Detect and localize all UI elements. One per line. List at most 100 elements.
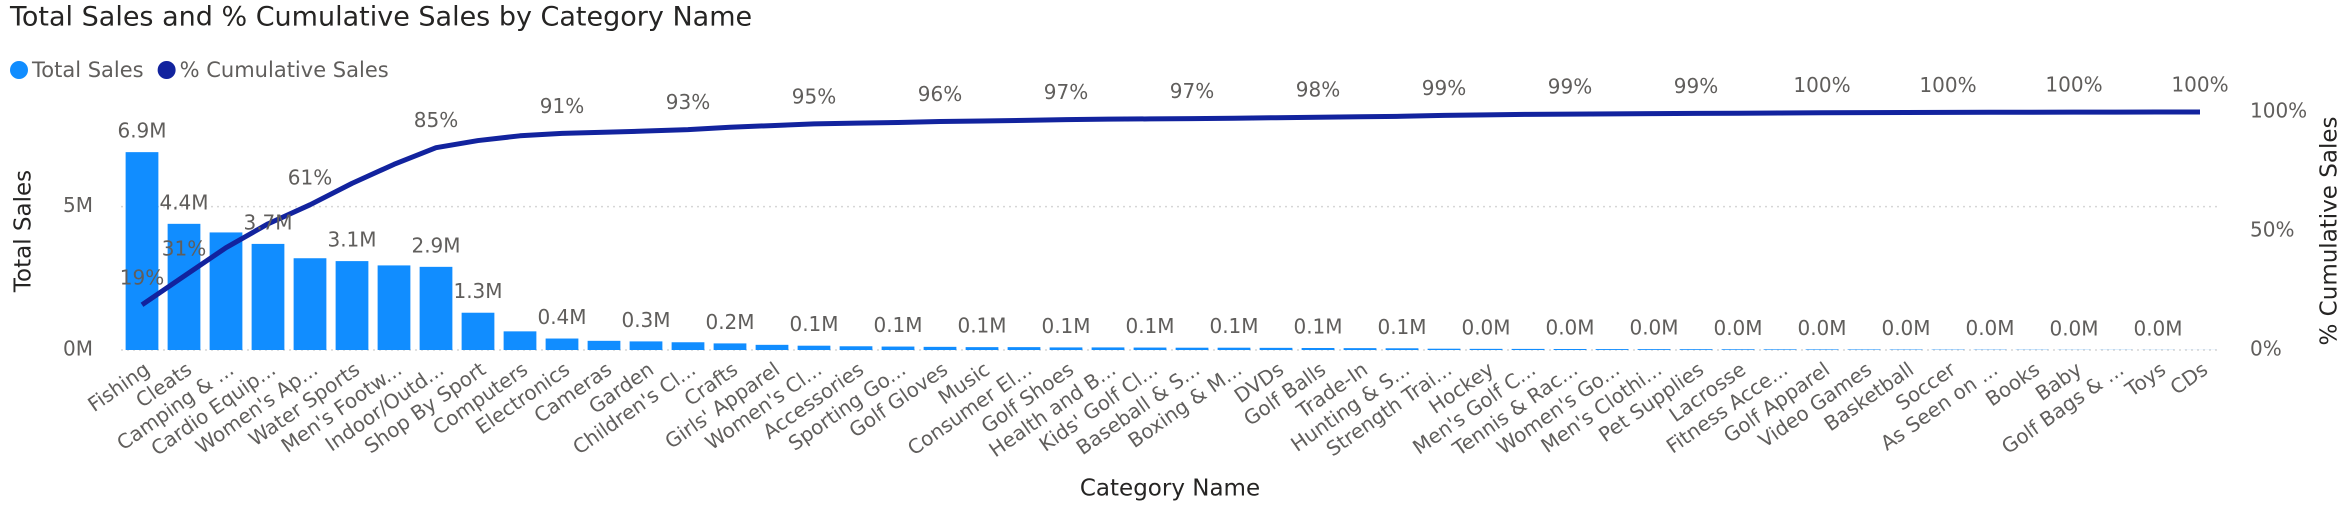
data-label: 0.1M xyxy=(789,312,838,336)
bar xyxy=(1595,349,1629,350)
data-label: 91% xyxy=(540,94,584,118)
bar xyxy=(1385,348,1419,350)
y-tick-label: 5M xyxy=(63,193,93,217)
bar xyxy=(125,152,159,350)
x-axis-title: Category Name xyxy=(1080,476,1260,502)
bar xyxy=(713,343,747,350)
bar xyxy=(1217,347,1251,350)
data-label: 0.0M xyxy=(1965,316,2014,340)
data-label: 0.2M xyxy=(705,310,754,334)
data-label: 0.3M xyxy=(621,308,670,332)
bar xyxy=(1553,348,1587,350)
chart-title: Total Sales and % Cumulative Sales by Ca… xyxy=(9,2,752,33)
bar xyxy=(1343,348,1377,350)
data-label: 61% xyxy=(288,165,332,189)
bar xyxy=(755,344,789,350)
bar xyxy=(1427,348,1461,350)
data-label: 0.1M xyxy=(957,314,1006,338)
data-label: 0.0M xyxy=(1629,316,1678,340)
bar xyxy=(503,331,537,350)
bar xyxy=(629,341,663,350)
data-label: 6.9M xyxy=(117,119,166,143)
bar xyxy=(1679,349,1713,350)
bar xyxy=(1763,349,1797,350)
legend-marker xyxy=(157,61,176,79)
legend-marker xyxy=(10,61,28,79)
bar xyxy=(1259,347,1293,350)
data-label: 0.0M xyxy=(1461,315,1510,339)
bar xyxy=(797,345,831,350)
data-label: 99% xyxy=(1548,75,1592,99)
data-label: 95% xyxy=(792,84,836,108)
data-label: 97% xyxy=(1044,80,1088,104)
bar xyxy=(545,338,579,350)
data-label: 0.1M xyxy=(1041,314,1090,338)
bar xyxy=(419,266,453,350)
data-label: 0.0M xyxy=(2049,316,2098,340)
data-label: 3.1M xyxy=(327,228,376,252)
legend-label: % Cumulative Sales xyxy=(180,58,389,82)
data-label: 0.1M xyxy=(1293,314,1342,338)
data-label: 2.9M xyxy=(411,233,460,257)
bar xyxy=(293,258,327,350)
data-label: 97% xyxy=(1170,79,1214,103)
bar xyxy=(1175,347,1209,350)
bar xyxy=(1637,349,1671,350)
y-axis-title: Total Sales xyxy=(11,170,37,293)
bar xyxy=(839,346,873,350)
bar xyxy=(1847,349,1881,350)
data-label: 99% xyxy=(1422,76,1466,100)
data-label: 85% xyxy=(414,108,458,132)
data-label: 1.3M xyxy=(453,279,502,303)
bar xyxy=(587,340,621,350)
data-label: 0.0M xyxy=(1713,316,1762,340)
bar xyxy=(1511,348,1545,350)
bar xyxy=(1721,349,1755,350)
bar xyxy=(1133,347,1167,350)
data-label: 3.7M xyxy=(243,210,292,234)
data-label: 93% xyxy=(666,90,710,114)
bar xyxy=(209,232,243,350)
bar xyxy=(671,342,705,350)
y2-tick-label: 50% xyxy=(2250,218,2294,242)
bar xyxy=(1301,347,1335,350)
data-label: 0.1M xyxy=(1377,315,1426,339)
data-label: 0.0M xyxy=(1545,315,1594,339)
data-label: 99% xyxy=(1674,74,1718,98)
line xyxy=(140,109,2201,307)
bar xyxy=(1007,347,1041,350)
x-tick-label: CDs xyxy=(2166,357,2212,399)
bar xyxy=(881,346,915,350)
data-label: 19% xyxy=(120,265,164,289)
bar xyxy=(461,312,495,350)
data-label: 0.0M xyxy=(1797,316,1846,340)
bar xyxy=(167,223,201,350)
bar xyxy=(1091,347,1125,350)
y2-tick-label: 0% xyxy=(2250,337,2282,361)
data-label: 98% xyxy=(1296,78,1340,102)
data-label: 100% xyxy=(2171,73,2228,97)
x-tick-label: Toys xyxy=(2120,357,2170,402)
data-label: 100% xyxy=(1793,73,1850,97)
y2-tick-label: 100% xyxy=(2250,99,2307,123)
data-label: 0.4M xyxy=(537,305,586,329)
bar xyxy=(1469,348,1503,350)
bar xyxy=(335,261,369,350)
bar xyxy=(965,347,999,350)
y2-axis-title: % Cumulative Sales xyxy=(2317,117,2343,346)
data-label: 0.1M xyxy=(1209,314,1258,338)
data-label: 100% xyxy=(2045,73,2102,97)
bar xyxy=(1049,347,1083,350)
data-label: 0.1M xyxy=(1125,314,1174,338)
data-label: 100% xyxy=(1919,73,1976,97)
bar xyxy=(923,346,957,350)
data-label: 96% xyxy=(918,82,962,106)
data-label: 31% xyxy=(162,237,206,261)
y-tick-label: 0M xyxy=(63,337,93,361)
data-label: 0.0M xyxy=(2133,316,2182,340)
data-label: 0.0M xyxy=(1881,316,1930,340)
data-label: 4.4M xyxy=(159,190,208,214)
legend-label: Total Sales xyxy=(31,58,144,82)
bar xyxy=(251,243,285,350)
